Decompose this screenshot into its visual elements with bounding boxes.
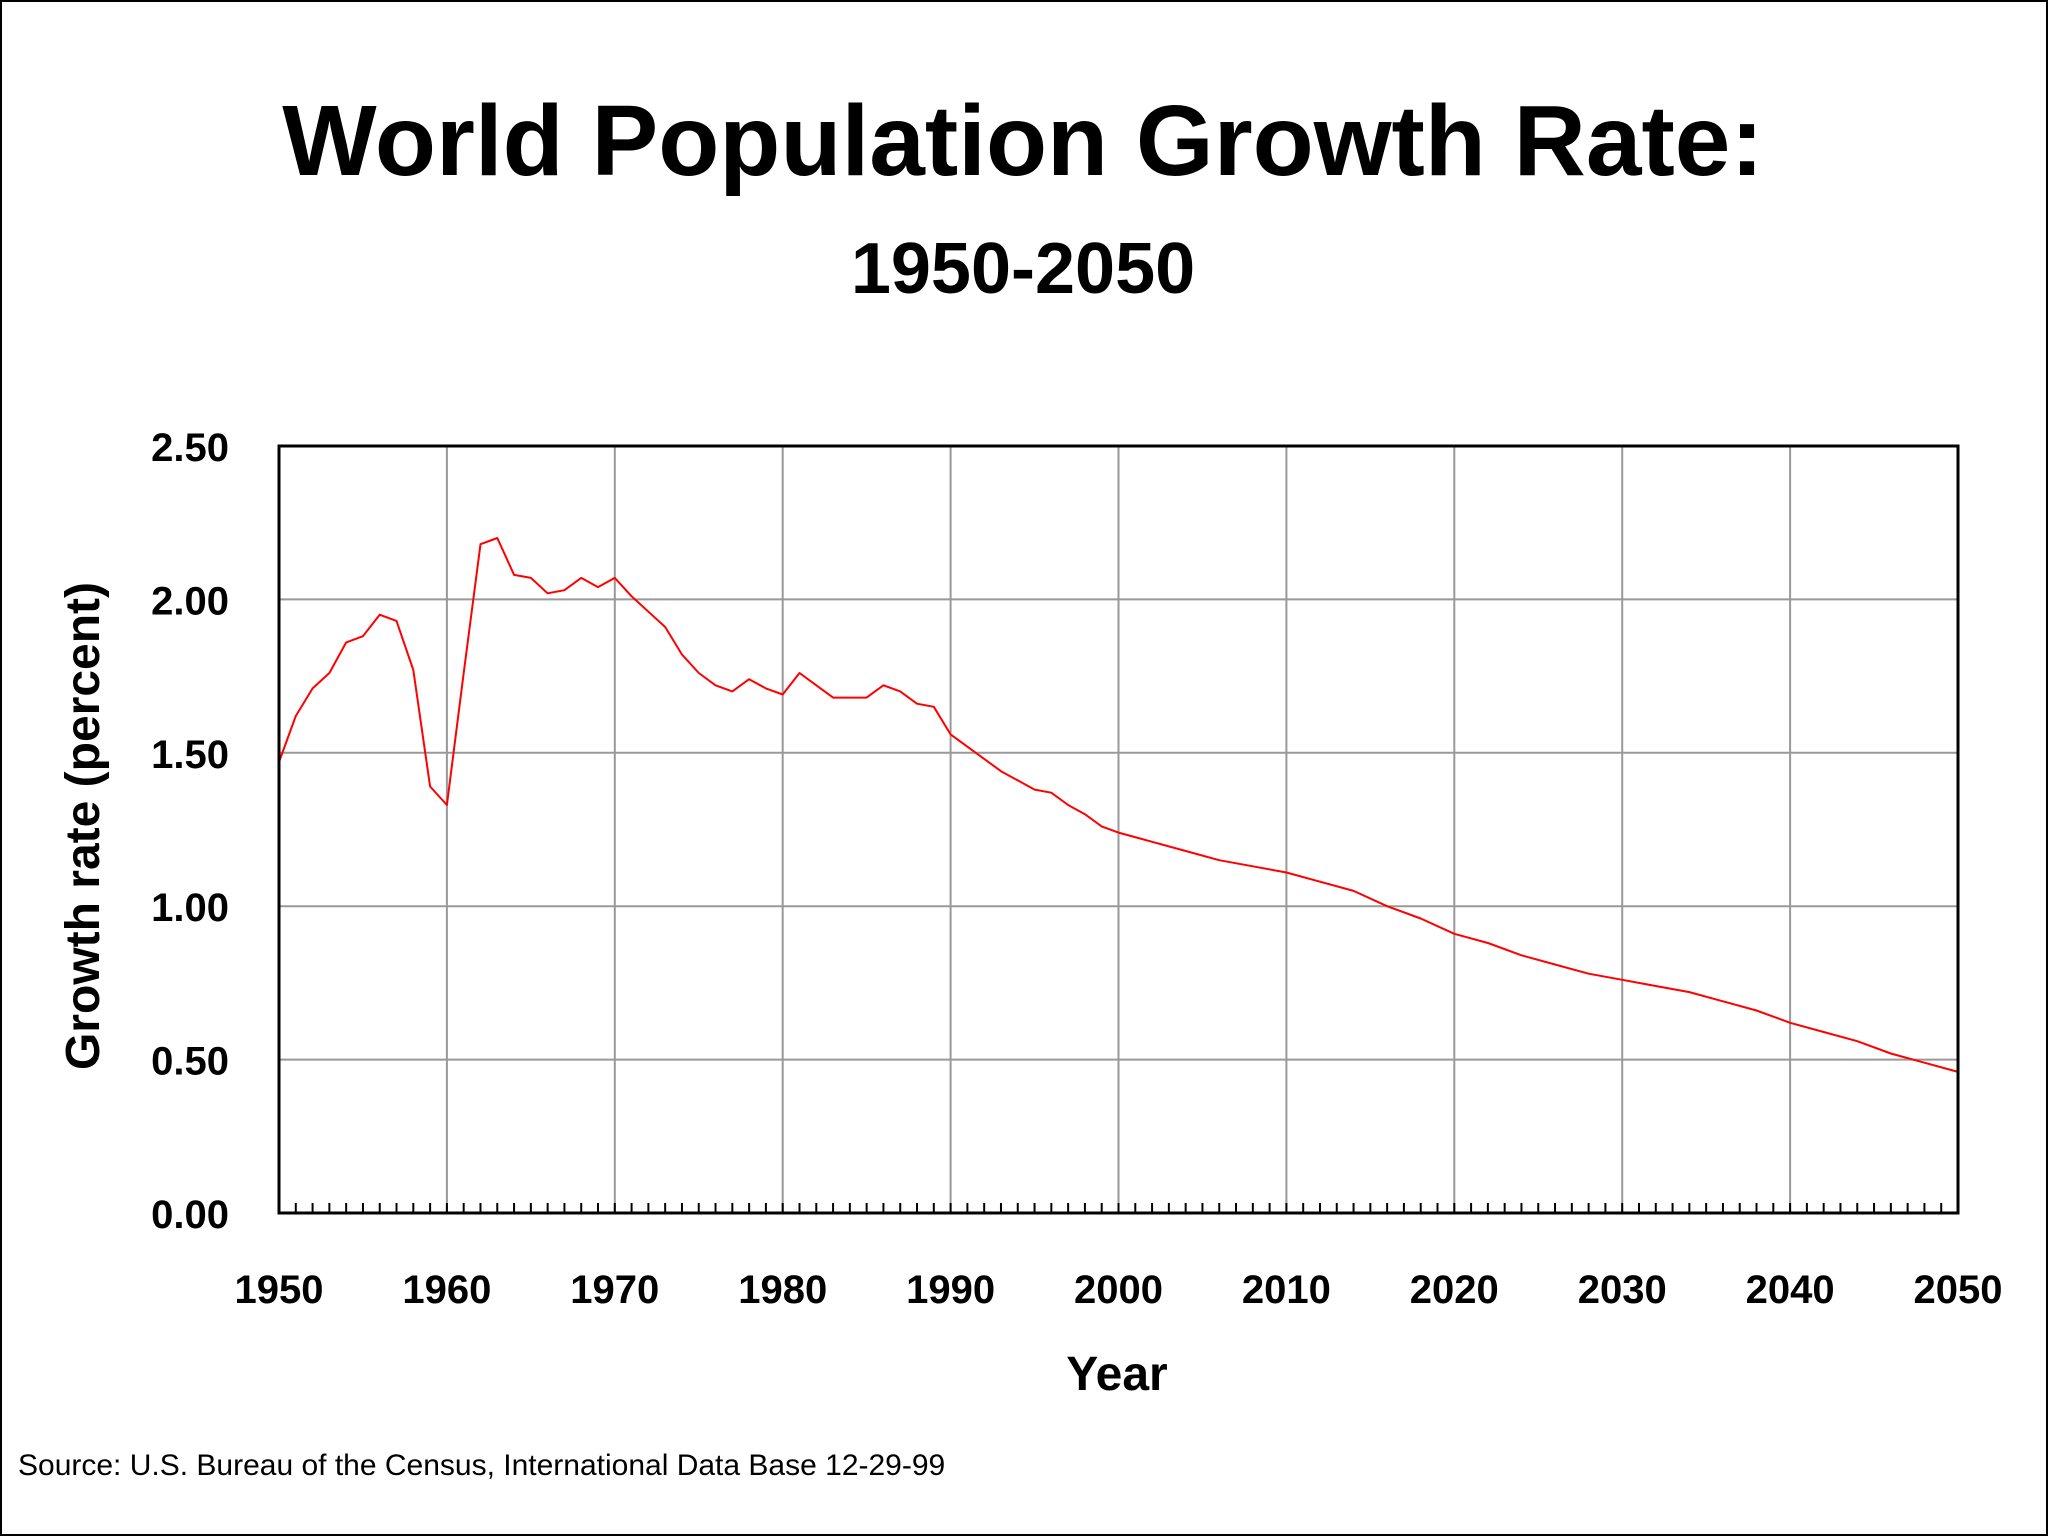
y-tick-label: 0.50	[151, 1040, 229, 1084]
x-tick-labels: 1950 1960 1970 1980 1990 2000 2010 2020 2030 2040…	[235, 1268, 2003, 1312]
plot-area	[277, 444, 1960, 1215]
source-note: Source: U.S. Bureau of the Census, Inter…	[18, 1449, 945, 1482]
x-tick-label: 2010	[1242, 1268, 1331, 1312]
y-tick-label: 1.00	[151, 886, 229, 930]
y-gridlines	[279, 598, 1958, 1061]
x-tick-label: 2040	[1746, 1268, 1835, 1312]
y-tick-label: 2.50	[151, 426, 229, 470]
plot-border	[277, 444, 1960, 1215]
x-tick-label: 2020	[1410, 1268, 1499, 1312]
y-tick-label: 0.00	[151, 1193, 229, 1237]
x-axis-label: Year	[1066, 1348, 1167, 1401]
y-axis-label: Growth rate (percent)	[57, 582, 110, 1070]
x-tick-label: 1950	[235, 1268, 324, 1312]
x-tick-label: 2030	[1578, 1268, 1667, 1312]
chart-title: World Population Growth Rate:	[282, 85, 1763, 197]
x-tick-label: 1970	[570, 1268, 659, 1312]
y-tick-labels: 0.00 0.50 1.00 1.50 2.00 2.50	[151, 426, 229, 1237]
y-tick-label: 2.00	[151, 579, 229, 623]
chart-subtitle: 1950-2050	[851, 229, 1195, 309]
x-tick-label: 1960	[402, 1268, 491, 1312]
x-tick-label: 1980	[738, 1268, 827, 1312]
x-gridlines	[445, 446, 1792, 1213]
y-tick-label: 1.50	[151, 733, 229, 777]
x-tick-label: 2000	[1074, 1268, 1163, 1312]
growth-rate-line	[278, 537, 1959, 1073]
x-minor-ticks	[294, 1203, 1943, 1213]
x-tick-label: 1990	[906, 1268, 995, 1312]
x-tick-label: 2050	[1914, 1268, 2003, 1312]
